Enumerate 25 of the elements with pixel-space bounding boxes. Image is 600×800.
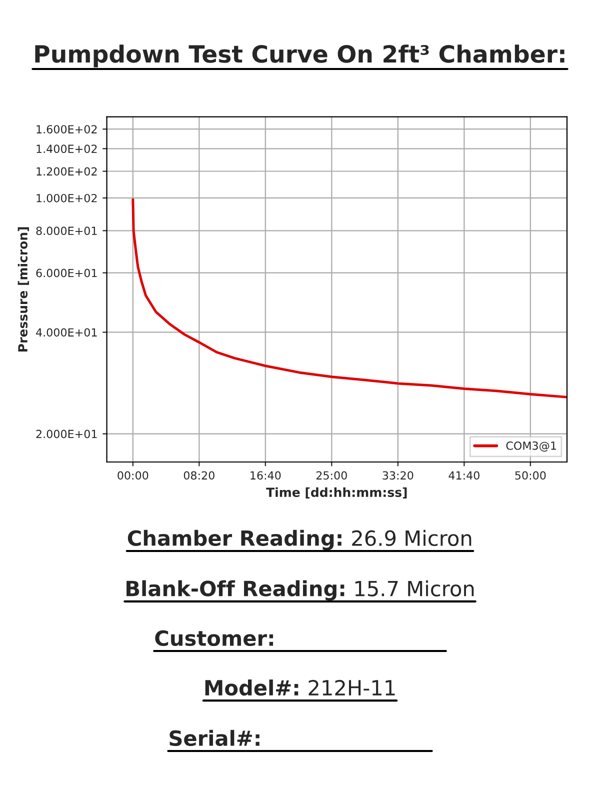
y-tick-label: 8.000E+01	[36, 226, 97, 236]
x-tick-label: 50:00	[515, 471, 546, 480]
y-axis-title: Pressure [micron]	[18, 227, 29, 352]
text: Model#: 212H-11	[205, 680, 395, 696]
y-tick-label: 6.000E+01	[36, 268, 97, 278]
x-tick-label: 00:00	[118, 471, 148, 480]
y-tick-label: 1.600E+02	[36, 125, 97, 134]
text: Blank-Off Reading: 15.7 Micron	[126, 580, 474, 601]
legend-label: COM3@1	[506, 441, 556, 452]
text: Chamber Reading: 26.9 Micron	[128, 530, 472, 550]
x-tick-label: 33:20	[382, 471, 414, 480]
line-series	[132, 198, 567, 398]
x-tick-label: 25:00	[316, 471, 347, 480]
y-tick-label: 1.200E+02	[36, 167, 97, 176]
y-tick-label: 2.000E+01	[36, 430, 97, 438]
y-tick-label: 1.400E+02	[36, 144, 97, 154]
x-tick-label: 16:40	[250, 471, 281, 480]
y-tick-label: 4.000E+01	[36, 328, 97, 337]
chart-title: Pumpdown Test Curve On 2ft³ Chamber:	[35, 44, 564, 68]
x-tick-label: 08:20	[184, 471, 214, 480]
text: Serial#:	[170, 730, 260, 746]
y-tick-label: 1.000E+02	[36, 194, 97, 202]
x-tick-label: 41:40	[448, 471, 480, 480]
text: Customer:	[155, 630, 274, 646]
x-axis-title: Time [dd:hh:mm:ss]	[266, 487, 407, 498]
